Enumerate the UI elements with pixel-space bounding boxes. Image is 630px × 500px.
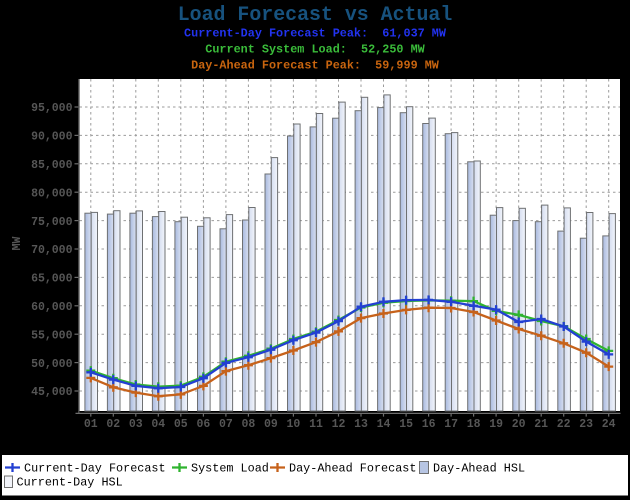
- svg-text:23: 23: [579, 418, 593, 431]
- svg-text:80,000: 80,000: [31, 187, 73, 200]
- svg-text:50,000: 50,000: [31, 358, 73, 371]
- svg-text:12: 12: [332, 418, 346, 431]
- svg-text:20: 20: [512, 418, 526, 431]
- svg-text:09: 09: [264, 418, 278, 431]
- svg-text:Current-Day Forecast Peak: 61: Current-Day Forecast Peak: 61,037 MW: [184, 27, 447, 41]
- svg-text:85,000: 85,000: [31, 159, 73, 172]
- svg-text:02: 02: [106, 418, 120, 431]
- svg-text:Load Forecast vs Actual: Load Forecast vs Actual: [178, 3, 453, 26]
- svg-text:04: 04: [151, 418, 165, 431]
- svg-text:16: 16: [422, 418, 436, 431]
- svg-text:65,000: 65,000: [31, 273, 73, 286]
- svg-text:95,000: 95,000: [31, 102, 73, 115]
- svg-text:06: 06: [196, 418, 210, 431]
- svg-text:Current System Load: 52,250 M: Current System Load: 52,250 MW: [205, 42, 425, 56]
- svg-text:60,000: 60,000: [31, 301, 73, 314]
- svg-text:11: 11: [309, 418, 323, 431]
- svg-text:03: 03: [129, 418, 143, 431]
- svg-text:14: 14: [377, 418, 391, 431]
- svg-text:08: 08: [241, 418, 255, 431]
- svg-text:21: 21: [534, 418, 548, 431]
- svg-text:Day-Ahead Forecast Peak: 59,9: Day-Ahead Forecast Peak: 59,999 MW: [191, 59, 440, 73]
- svg-text:Day-Ahead Forecast: Day-Ahead Forecast: [289, 462, 416, 476]
- svg-text:70,000: 70,000: [31, 244, 73, 257]
- svg-text:MW: MW: [11, 237, 24, 251]
- svg-text:75,000: 75,000: [31, 216, 73, 229]
- svg-text:45,000: 45,000: [31, 386, 73, 399]
- svg-text:18: 18: [467, 418, 481, 431]
- svg-text:90,000: 90,000: [31, 131, 73, 144]
- svg-text:22: 22: [557, 418, 571, 431]
- svg-text:10: 10: [286, 418, 300, 431]
- svg-text:Current-Day Forecast: Current-Day Forecast: [24, 462, 166, 476]
- svg-text:Current-Day HSL: Current-Day HSL: [17, 476, 123, 490]
- svg-text:Day-Ahead HSL: Day-Ahead HSL: [433, 462, 525, 476]
- svg-text:13: 13: [354, 418, 368, 431]
- svg-text:19: 19: [489, 418, 503, 431]
- svg-text:55,000: 55,000: [31, 329, 73, 342]
- svg-text:05: 05: [174, 418, 188, 431]
- svg-text:01: 01: [84, 418, 98, 431]
- svg-text:System Load: System Load: [191, 462, 269, 476]
- svg-text:17: 17: [444, 418, 458, 431]
- svg-text:24: 24: [602, 418, 616, 431]
- svg-text:07: 07: [219, 418, 233, 431]
- svg-text:15: 15: [399, 418, 413, 431]
